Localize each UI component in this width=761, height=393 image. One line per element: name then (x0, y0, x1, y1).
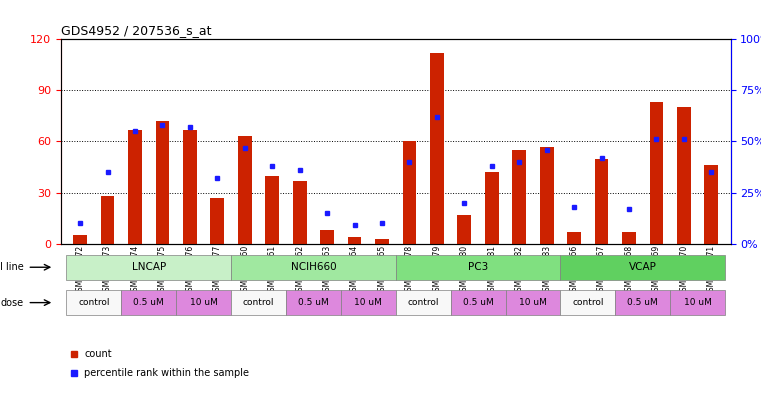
Bar (567, 232, 581, 244)
Text: GDS4952 / 207536_s_at: GDS4952 / 207536_s_at (61, 24, 212, 37)
Bar (73, 235, 87, 244)
Bar (457, 215, 471, 244)
Bar (375, 239, 389, 244)
FancyBboxPatch shape (560, 290, 616, 315)
Bar (238, 136, 252, 244)
Bar (155, 121, 169, 244)
Bar (622, 232, 636, 244)
Bar (100, 196, 114, 244)
Text: 10 uM: 10 uM (189, 298, 218, 307)
FancyBboxPatch shape (231, 255, 396, 280)
Text: 0.5 uM: 0.5 uM (133, 298, 164, 307)
Text: LNCAP: LNCAP (132, 262, 166, 272)
FancyBboxPatch shape (286, 290, 341, 315)
FancyBboxPatch shape (451, 290, 505, 315)
Text: percentile rank within the sample: percentile rank within the sample (84, 368, 250, 378)
FancyBboxPatch shape (616, 290, 670, 315)
Text: control: control (78, 298, 110, 307)
Text: PC3: PC3 (468, 262, 489, 272)
FancyBboxPatch shape (560, 255, 725, 280)
Text: count: count (84, 349, 112, 360)
Text: 10 uM: 10 uM (519, 298, 547, 307)
FancyBboxPatch shape (670, 290, 725, 315)
FancyBboxPatch shape (66, 290, 121, 315)
Bar (403, 141, 416, 244)
FancyBboxPatch shape (505, 290, 560, 315)
Text: cell line: cell line (0, 262, 24, 272)
Bar (266, 176, 279, 244)
Text: 10 uM: 10 uM (683, 298, 712, 307)
Text: control: control (243, 298, 274, 307)
Text: control: control (407, 298, 439, 307)
Bar (348, 237, 361, 244)
FancyBboxPatch shape (396, 290, 451, 315)
Text: 0.5 uM: 0.5 uM (298, 298, 329, 307)
Text: VCAP: VCAP (629, 262, 657, 272)
Bar (594, 158, 609, 244)
Bar (211, 198, 224, 244)
Text: control: control (572, 298, 603, 307)
Text: 10 uM: 10 uM (355, 298, 382, 307)
FancyBboxPatch shape (66, 255, 231, 280)
Bar (650, 102, 664, 244)
FancyBboxPatch shape (231, 290, 286, 315)
Text: NCIH660: NCIH660 (291, 262, 336, 272)
Bar (677, 107, 691, 244)
Bar (128, 130, 142, 244)
FancyBboxPatch shape (396, 255, 560, 280)
FancyBboxPatch shape (121, 290, 176, 315)
Bar (183, 130, 197, 244)
Text: 0.5 uM: 0.5 uM (463, 298, 493, 307)
Bar (540, 147, 553, 244)
FancyBboxPatch shape (176, 290, 231, 315)
Bar (512, 150, 526, 244)
Bar (705, 165, 718, 244)
Bar (485, 172, 498, 244)
Bar (320, 230, 334, 244)
Bar (293, 181, 307, 244)
Bar (430, 53, 444, 244)
FancyBboxPatch shape (341, 290, 396, 315)
Text: 0.5 uM: 0.5 uM (627, 298, 658, 307)
Text: dose: dose (1, 298, 24, 308)
